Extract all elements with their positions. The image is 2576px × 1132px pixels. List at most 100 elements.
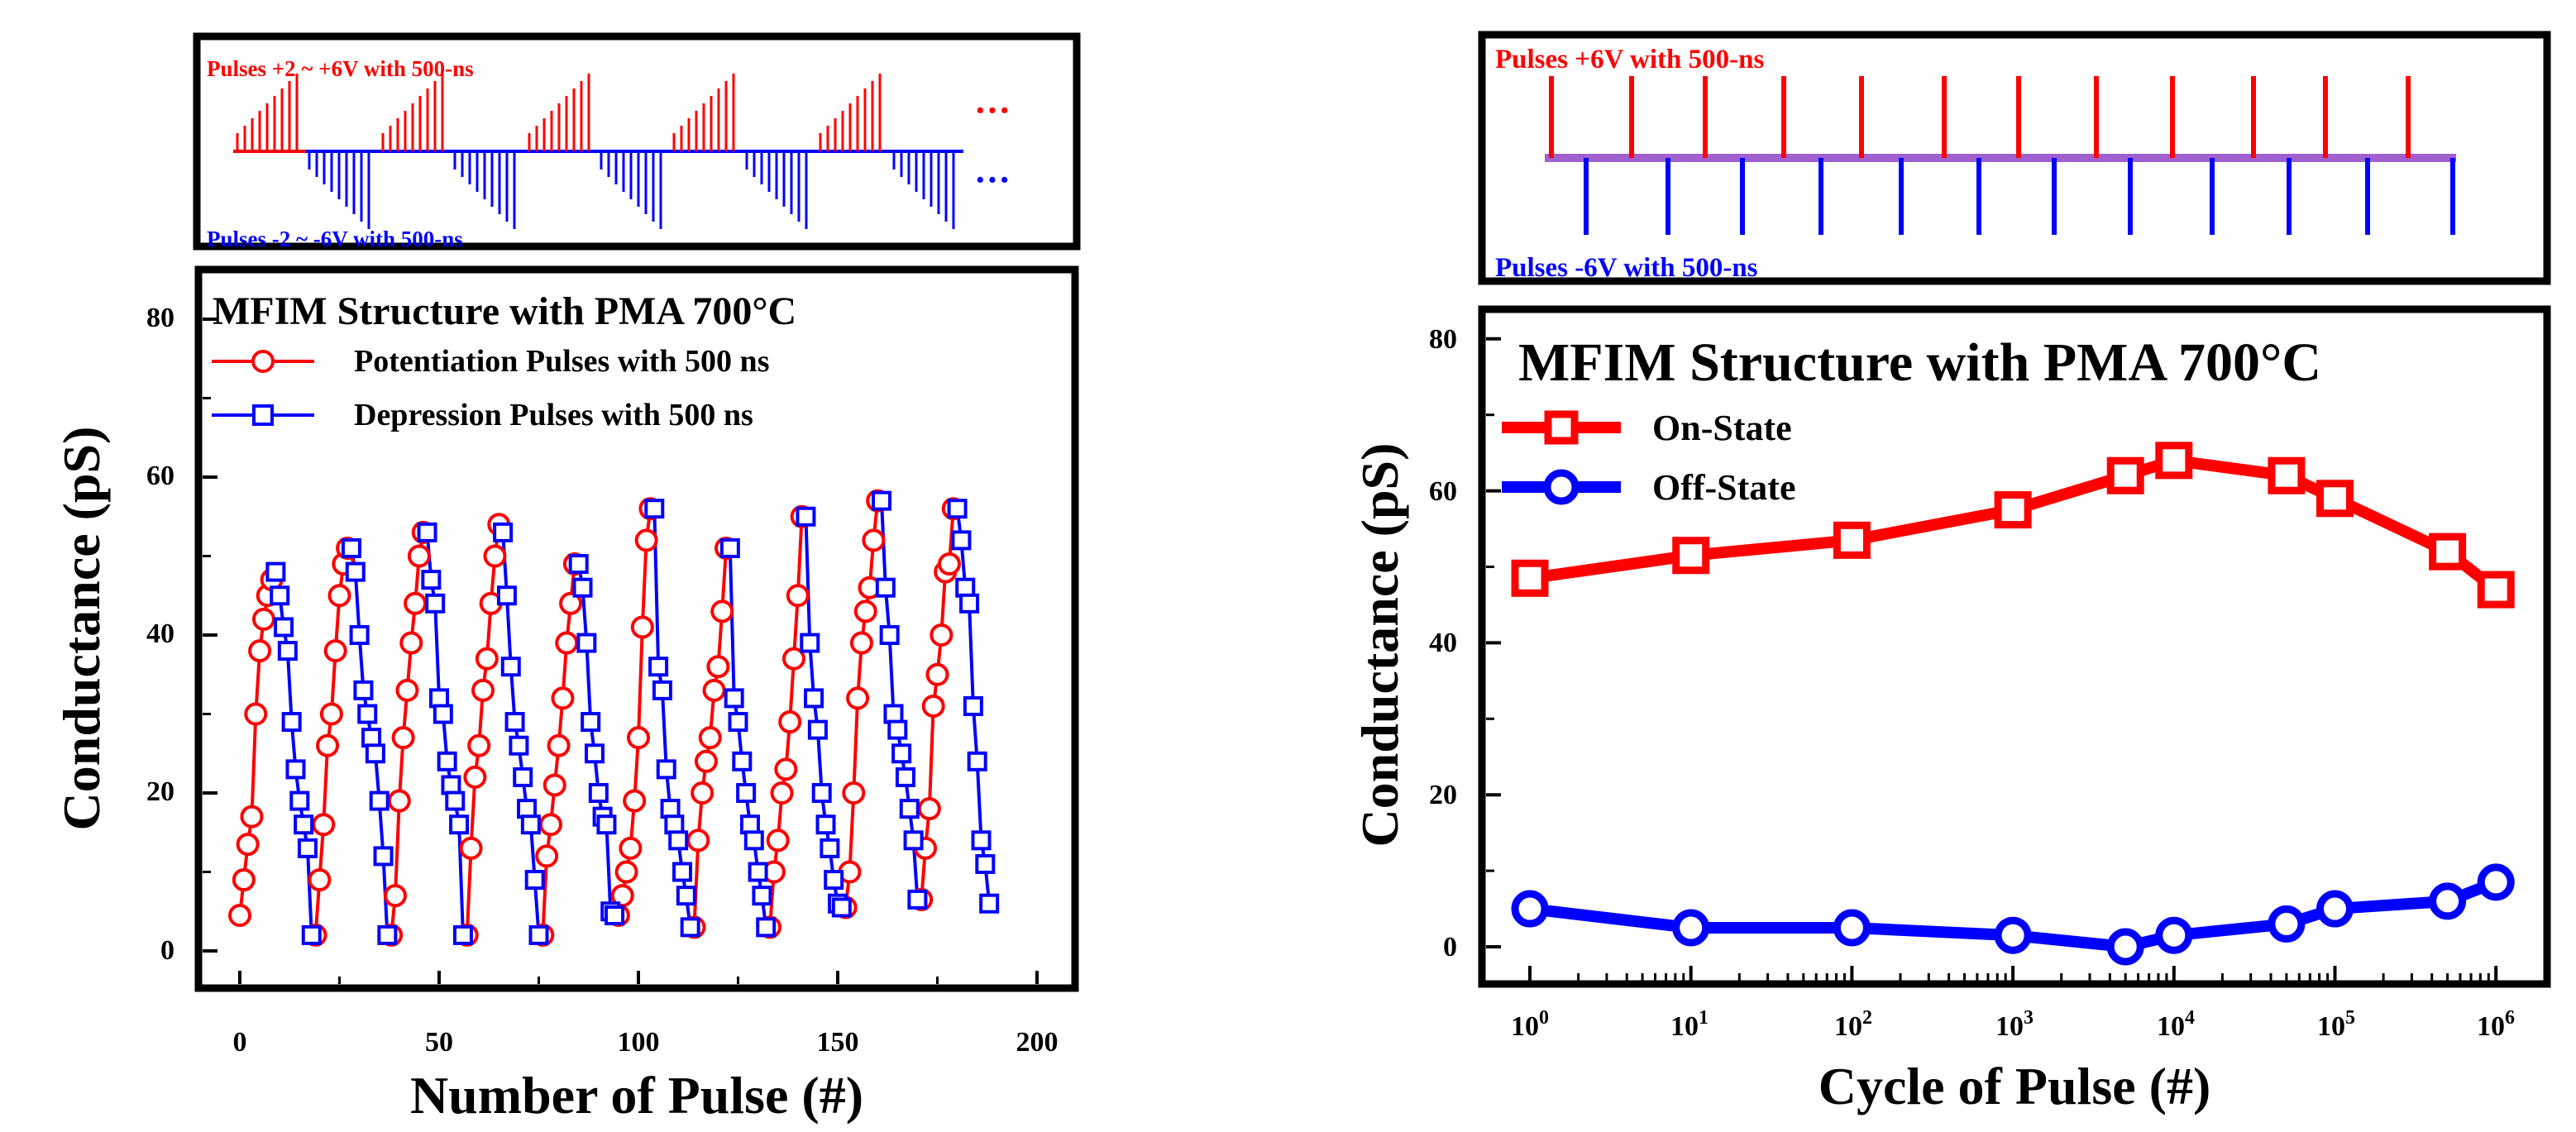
data-point-on-state — [2155, 442, 2193, 480]
left-x-axis-title: Number of Pulse (#) — [410, 1066, 863, 1125]
series-line-potentiation — [465, 524, 501, 935]
data-point-potentiation — [842, 781, 866, 805]
data-point-depression — [895, 767, 915, 787]
right-xtick-label: 100 — [1511, 1007, 1549, 1042]
data-point-depression — [417, 522, 437, 542]
data-point-potentiation — [240, 805, 264, 829]
legend-marker-on-state — [1544, 410, 1579, 445]
right-legend: On-State Off-State — [1502, 408, 1796, 508]
data-point-depression — [584, 743, 605, 764]
data-point-potentiation — [323, 639, 347, 663]
series-line-off-state — [1529, 876, 2498, 953]
data-point-depression — [588, 783, 609, 803]
legend-marker-potentiation — [251, 350, 275, 373]
data-point-potentiation — [483, 544, 507, 568]
right-pos-pulse-label: Pulses +6V with 500-ns — [1495, 45, 1764, 74]
data-point-potentiation — [404, 591, 428, 615]
right-pulse-train — [1549, 76, 2455, 235]
right-pulse-panel-frame — [1478, 31, 2551, 285]
right-pulse-panel: Pulses +6V with 500-ns Pulses -6V with 5… — [1478, 31, 2551, 285]
data-point-potentiation — [559, 591, 583, 615]
data-point-depression — [815, 814, 836, 835]
right-series-layer — [1511, 442, 2515, 966]
data-point-on-state — [2268, 456, 2306, 494]
data-point-depression — [449, 814, 470, 835]
right-neg-pulse-label: Pulses -6V with 500-ns — [1495, 253, 1758, 283]
data-point-potentiation — [686, 829, 710, 853]
data-point-potentiation — [781, 647, 805, 671]
data-point-depression — [496, 585, 517, 606]
data-point-potentiation — [475, 647, 499, 671]
right-xtick-label: 103 — [1995, 1007, 2034, 1042]
data-point-depression — [660, 799, 681, 819]
right-chart-title: MFIM Structure with PMA 700°C — [1518, 332, 2321, 393]
data-point-depression — [656, 759, 676, 780]
data-point-potentiation — [614, 860, 638, 884]
data-point-on-state — [1511, 559, 1549, 597]
data-point-potentiation — [623, 789, 647, 813]
data-point-potentiation — [555, 631, 579, 655]
data-point-off-state — [1672, 909, 1710, 947]
data-point-potentiation — [862, 528, 886, 552]
left-ytick-label: 80 — [146, 303, 174, 333]
right-ytick-label: 20 — [1429, 780, 1457, 810]
data-point-depression — [975, 853, 996, 874]
data-point-depression — [441, 775, 461, 795]
data-point-depression — [648, 657, 669, 677]
left-pulse-panel: Pulses +2 ~ +6V with 500-ns Pulses -2 ~ … — [193, 32, 1081, 251]
data-point-depression — [349, 625, 370, 645]
data-point-potentiation — [698, 726, 722, 750]
data-point-depression — [971, 830, 992, 851]
series-line-depression — [576, 563, 616, 917]
data-point-potentiation — [459, 836, 483, 860]
data-point-depression — [520, 814, 541, 835]
data-point-depression — [297, 838, 318, 858]
data-point-depression — [963, 695, 983, 716]
data-point-depression — [365, 743, 385, 764]
data-point-off-state — [1511, 890, 1549, 928]
data-point-potentiation — [778, 710, 802, 734]
legend-marker-depression — [252, 404, 274, 426]
left-y-axis-title: Conductance (pS) — [52, 427, 111, 831]
right-ytick-label: 60 — [1429, 476, 1457, 507]
data-point-potentiation — [395, 678, 419, 702]
data-point-depression — [493, 522, 514, 542]
data-point-depression — [285, 759, 306, 780]
data-point-off-state — [2268, 905, 2306, 943]
left-xtick-label: 50 — [425, 1027, 453, 1058]
left-ytick-label: 20 — [146, 776, 174, 807]
data-point-potentiation — [327, 584, 351, 608]
data-point-potentiation — [766, 829, 790, 853]
data-point-on-state — [2316, 480, 2354, 518]
data-point-on-state — [1994, 491, 2032, 529]
data-point-depression — [425, 593, 446, 614]
data-point-potentiation — [535, 844, 559, 868]
data-point-on-state — [1833, 521, 1871, 559]
data-point-on-state — [1672, 537, 1710, 575]
data-point-potentiation — [691, 781, 714, 805]
data-point-depression — [875, 577, 896, 598]
data-point-potentiation — [316, 733, 340, 757]
data-point-off-state — [2155, 916, 2193, 954]
right-ytick-label: 80 — [1429, 324, 1457, 355]
data-point-depression — [728, 712, 748, 733]
data-point-depression — [955, 577, 976, 598]
data-point-depression — [676, 886, 696, 906]
data-point-depression — [664, 814, 685, 835]
data-point-potentiation — [694, 749, 718, 773]
data-point-off-state — [2429, 882, 2467, 920]
data-point-potentiation — [383, 884, 407, 908]
data-point-depression — [513, 767, 533, 787]
right-ytick-label: 0 — [1443, 932, 1457, 962]
data-point-depression — [887, 719, 908, 740]
data-point-depression — [301, 924, 322, 945]
data-point-potentiation — [770, 781, 794, 805]
data-point-depression — [576, 633, 597, 653]
series-line-depression — [349, 547, 390, 936]
legend-label-depression: Depression Pulses with 500 ns — [354, 398, 753, 432]
data-point-depression — [500, 657, 521, 677]
data-point-depression — [572, 577, 593, 598]
right-xtick-label: 101 — [1670, 1007, 1709, 1042]
data-point-depression — [581, 712, 601, 733]
data-point-depression — [811, 783, 832, 803]
